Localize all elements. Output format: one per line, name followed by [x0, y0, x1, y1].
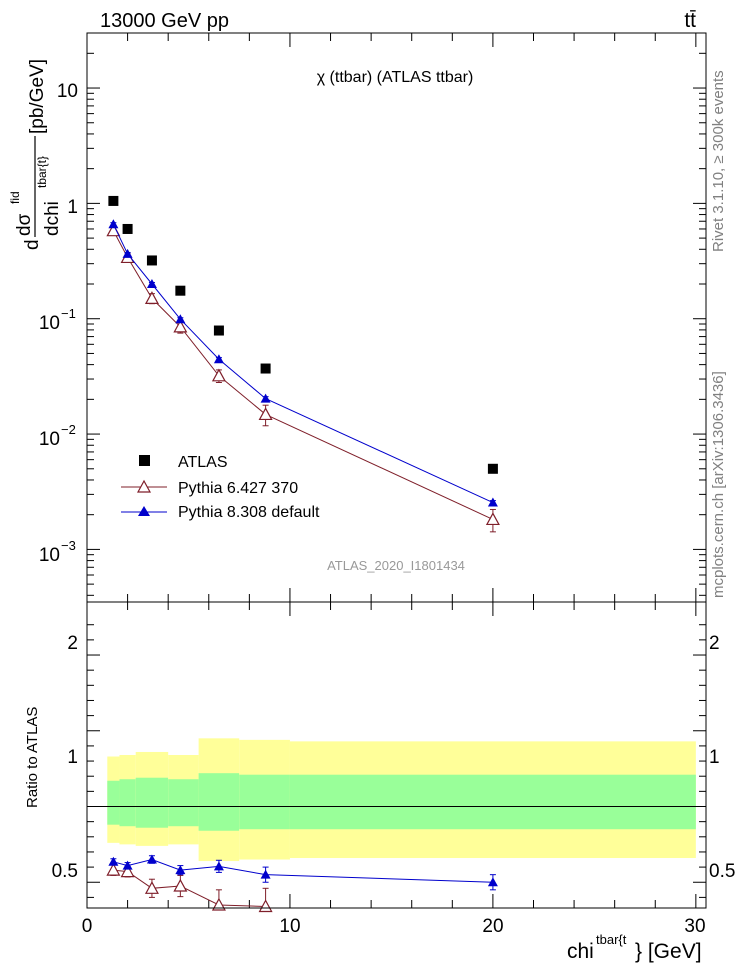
ytick-label-1e-1: 10 [39, 313, 60, 334]
side-text-mcplots: mcplots.cern.ch [arXiv:1306.3436] [710, 371, 727, 598]
ratio-point-pythia6 [211, 897, 226, 911]
ratio-ytick-label-right-1: 1 [709, 747, 720, 768]
series-line [112, 223, 494, 503]
data-point-pythia8 [175, 314, 186, 324]
ratio-point-pythia8 [213, 861, 224, 871]
uncertainty-band-inner [198, 773, 240, 831]
data-point-pythia8 [260, 393, 271, 403]
ratio-ytick-label-right-0.5: 0.5 [709, 861, 735, 882]
ratio-panel: 2 1 0.5 2 1 0.5 Ratio to ATLAS 0 10 20 3… [24, 601, 735, 963]
ytick-label-10: 10 [57, 81, 78, 102]
main-ticks [86, 32, 706, 602]
side-text-rivet: Rivet 3.1.10, ≥ 300k events [710, 70, 727, 252]
ratio-point-pythia8 [146, 854, 157, 864]
ylabel-d: d [22, 239, 43, 250]
data-point-pythia6 [211, 368, 226, 382]
ratio-ytick-label-2: 2 [67, 633, 78, 654]
xlabel-chi: chi [567, 940, 594, 963]
data-point-atlas [108, 195, 119, 206]
main-panel: χ (ttbar) (ATLAS ttbar) ATLAS_2020_I1801… [8, 32, 707, 603]
data-point-pythia8 [146, 278, 157, 288]
data-point-atlas [487, 463, 498, 474]
xtick-label-20: 20 [482, 916, 503, 937]
uncertainty-band-inner [289, 774, 696, 830]
legend-marker-atlas [139, 455, 150, 466]
legend: ATLAS Pythia 6.427 370 Pythia 8.308 defa… [121, 454, 320, 521]
ratio-point-pythia8 [122, 860, 133, 870]
ratio-point-pythia6 [173, 878, 188, 892]
data-point-pythia6 [258, 407, 273, 421]
ylabel-unit: [pb/GeV] [27, 59, 48, 134]
xtick-label-30: 30 [684, 916, 705, 937]
legend-marker-pythia8 [138, 506, 150, 516]
ratio-ylabel: Ratio to ATLAS [24, 707, 41, 808]
data-point-pythia8 [122, 248, 133, 258]
ylabel-fid: fid [8, 191, 22, 204]
data-point-pythia6 [485, 512, 500, 526]
ratio-point-pythia8 [175, 865, 186, 875]
ratio-series-line [113, 859, 493, 883]
ratio-point-pythia6 [106, 862, 121, 876]
uncertainty-band-inner [168, 779, 199, 827]
ytick-label-1e-3: 10 [39, 545, 60, 566]
uncertainty-band-inner [135, 777, 169, 828]
ytick-label-1: 1 [67, 197, 78, 218]
data-point-atlas [122, 223, 133, 234]
ylabel-dchi: dchi [42, 201, 63, 236]
main-series [106, 195, 500, 533]
ratio-point-pythia8 [108, 856, 119, 866]
ratio-ytick-label-1: 1 [67, 747, 78, 768]
xtick-label-0: 0 [82, 916, 93, 937]
main-ylabel: d dσ fid dchi tbar{t} [pb/GeV] [8, 59, 63, 250]
data-point-pythia8 [108, 219, 119, 229]
legend-label-pythia6: Pythia 6.427 370 [178, 480, 298, 497]
uncertainty-band-inner [239, 774, 290, 830]
ytick-exp-1e-2: −2 [61, 422, 76, 437]
ratio-point-pythia8 [260, 869, 271, 879]
xlabel-unit: } [GeV] [635, 940, 702, 963]
ratio-point-pythia6 [144, 881, 159, 894]
data-point-pythia6 [173, 319, 188, 333]
data-point-atlas [175, 285, 186, 296]
data-point-atlas [213, 325, 224, 336]
header-right: tt̄ [684, 9, 696, 32]
xtick-label-10: 10 [279, 916, 300, 937]
main-title: χ (ttbar) (ATLAS ttbar) [317, 69, 474, 86]
uncertainty-band-inner [107, 780, 120, 825]
xlabel: chi tbar{t } [GeV] [567, 932, 702, 963]
uncertainty-band-inner [119, 779, 136, 827]
ratio-series-line [113, 869, 266, 907]
data-point-pythia8 [213, 354, 224, 364]
ratio-frame [86, 601, 707, 909]
ratio-ytick-label-0.5: 0.5 [52, 861, 78, 882]
legend-label-pythia8: Pythia 8.308 default [178, 504, 320, 521]
xlabel-sup: tbar{t [596, 932, 627, 947]
ytick-exp-1e-1: −1 [61, 306, 76, 321]
ratio-point-pythia6 [258, 899, 273, 913]
ratio-ytick-label-right-2: 2 [709, 633, 720, 654]
watermark: ATLAS_2020_I1801434 [327, 558, 465, 573]
legend-label-atlas: ATLAS [178, 454, 228, 471]
ratio-point-pythia8 [487, 877, 498, 887]
data-point-atlas [146, 255, 157, 266]
data-point-atlas [260, 363, 271, 374]
legend-marker-pythia6 [136, 479, 152, 493]
ytick-label-1e-2: 10 [39, 429, 60, 450]
ratio-point-pythia6 [120, 864, 135, 878]
ytick-exp-1e-3: −3 [61, 538, 76, 553]
ylabel-dsigma: dσ [14, 213, 35, 236]
data-point-pythia6 [144, 291, 159, 305]
data-point-pythia8 [487, 497, 498, 507]
ratio-ticks [86, 602, 706, 908]
ratio-bands [87, 738, 706, 862]
header-left: 13000 GeV pp [100, 10, 229, 32]
ratio-series [106, 854, 498, 913]
ylabel-sup: tbar{t} [35, 156, 49, 188]
